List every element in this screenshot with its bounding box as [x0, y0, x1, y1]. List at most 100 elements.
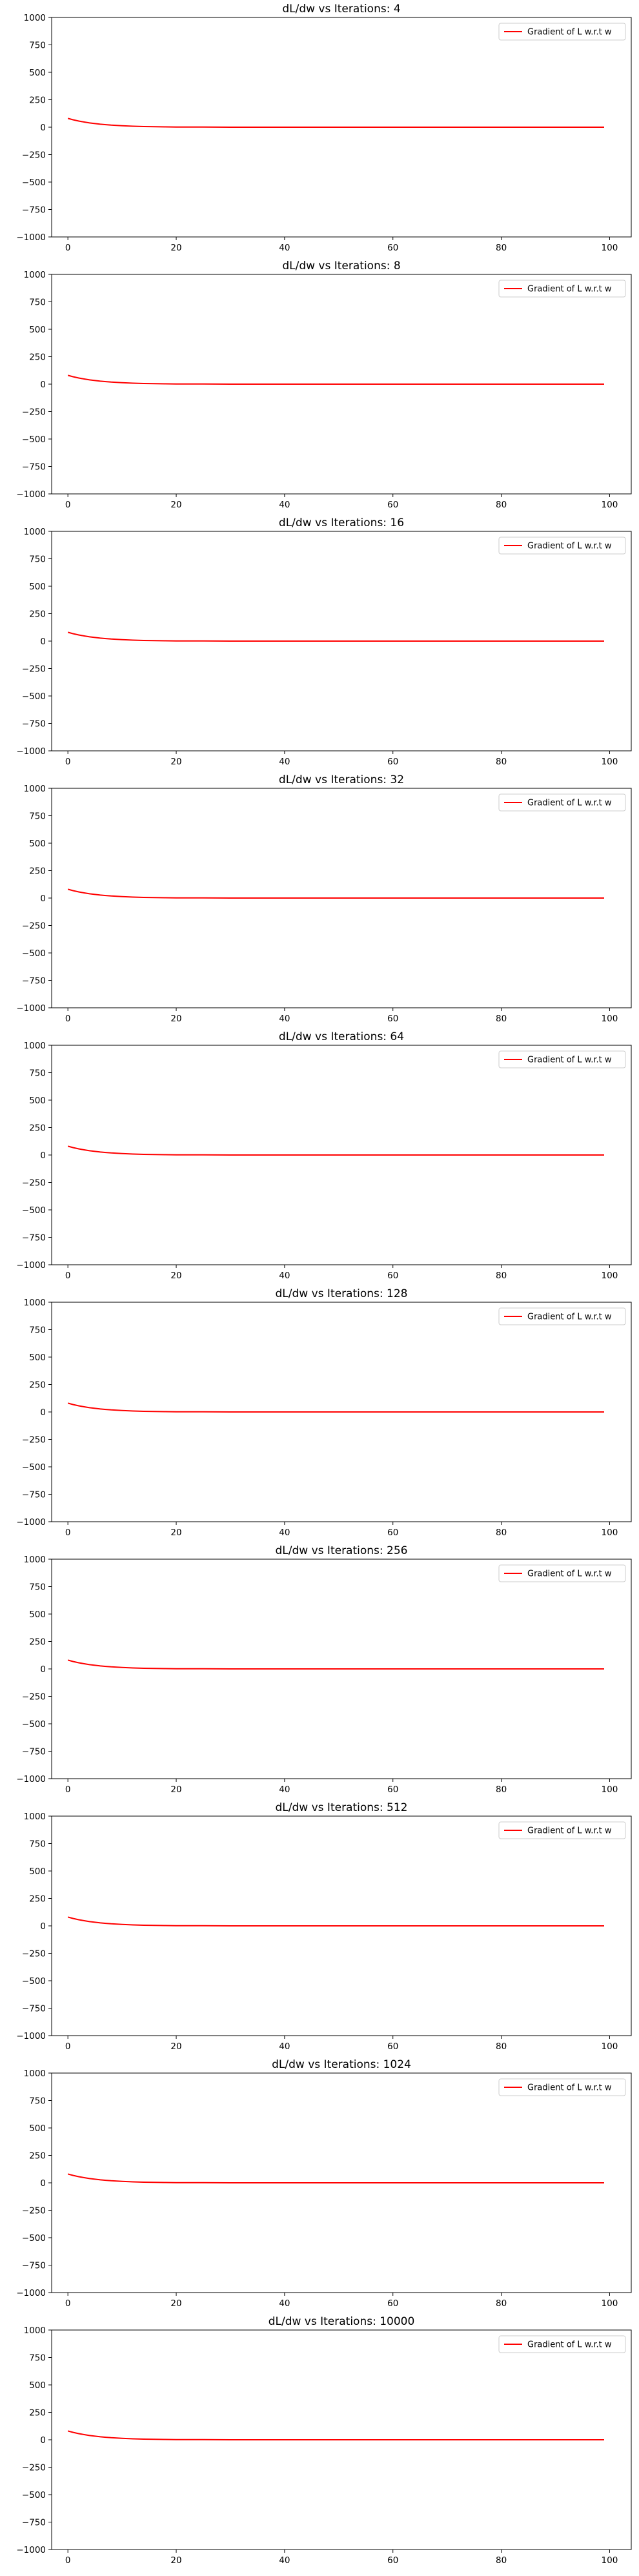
legend-box [498, 280, 626, 298]
axes-frame [51, 1045, 632, 1265]
y-tick-label: −250 [22, 1178, 46, 1189]
legend-box [498, 1821, 626, 1839]
axes-frame [51, 1302, 632, 1522]
legend-label: Gradient of L w.r.t w [527, 1826, 612, 1836]
y-tick-label: 500 [29, 839, 46, 849]
series-line [67, 374, 604, 385]
series-line [67, 118, 604, 128]
y-tick-label: 1000 [24, 2069, 46, 2079]
y-tick-label: −250 [22, 1435, 46, 1446]
x-tick-label: 80 [496, 2041, 507, 2052]
y-tick-label: 750 [29, 1582, 46, 1593]
subplot-title: dL/dw vs Iterations: 32 [279, 773, 404, 786]
y-tick-label: −750 [22, 2261, 46, 2271]
subplot-6: dL/dw vs Iterations: 12810007505002500−2… [16, 1287, 632, 1538]
y-tick-label: 750 [29, 298, 46, 308]
axes-frame [51, 17, 632, 238]
y-tick-label: −250 [22, 2206, 46, 2216]
y-tick-label: −250 [22, 2463, 46, 2473]
x-tick-label: 0 [65, 1784, 71, 1795]
series-line [67, 888, 604, 899]
y-tick-label: 250 [29, 866, 46, 877]
x-tick-label: 100 [602, 2041, 618, 2052]
legend-label: Gradient of L w.r.t w [527, 2083, 612, 2093]
y-tick-label: −500 [22, 2233, 46, 2244]
y-tick-label: 750 [29, 1325, 46, 1336]
y-tick-label: 0 [40, 123, 46, 133]
y-tick-label: −750 [22, 1490, 46, 1500]
x-tick-label: 100 [602, 1528, 618, 1538]
y-tick-label: −1000 [16, 232, 46, 243]
legend-box [498, 537, 626, 555]
y-tick-label: −250 [22, 664, 46, 675]
x-tick-label: 40 [279, 2555, 290, 2566]
x-tick-label: 80 [496, 1014, 507, 1024]
subplot-title: dL/dw vs Iterations: 128 [276, 1287, 408, 1300]
x-tick-label: 60 [387, 1784, 398, 1795]
y-tick-label: 250 [29, 96, 46, 106]
legend-label: Gradient of L w.r.t w [527, 1569, 612, 1579]
y-tick-label: 250 [29, 609, 46, 620]
x-tick-label: 80 [496, 2555, 507, 2566]
y-tick-label: −750 [22, 976, 46, 986]
y-tick-label: 0 [40, 2435, 46, 2446]
y-tick-label: −250 [22, 921, 46, 932]
y-tick-label: 0 [40, 2178, 46, 2189]
subplot-title: dL/dw vs Iterations: 8 [282, 260, 400, 272]
y-tick-label: 500 [29, 325, 46, 335]
y-tick-label: −750 [22, 2518, 46, 2528]
y-tick-label: 500 [29, 68, 46, 78]
y-tick-label: 1000 [24, 1812, 46, 1822]
y-tick-label: 0 [40, 1664, 46, 1675]
x-tick-label: 20 [170, 2555, 181, 2566]
x-tick-label: 0 [65, 2041, 71, 2052]
y-tick-label: −500 [22, 691, 46, 702]
x-tick-label: 20 [170, 500, 181, 510]
series-line [67, 2173, 604, 2183]
x-tick-label: 60 [387, 1528, 398, 1538]
legend-box [498, 1050, 626, 1068]
y-tick-label: 500 [29, 1096, 46, 1106]
series-line [67, 1145, 604, 1156]
legend-label: Gradient of L w.r.t w [527, 1056, 612, 1065]
y-tick-label: 500 [29, 1866, 46, 1877]
subplot-7: dL/dw vs Iterations: 25610007505002500−2… [16, 1544, 632, 1795]
subplot-2: dL/dw vs Iterations: 810007505002500−250… [16, 260, 632, 510]
x-tick-label: 80 [496, 243, 507, 253]
x-tick-label: 40 [279, 1014, 290, 1024]
y-tick-label: 0 [40, 1921, 46, 1932]
legend-label: Gradient of L w.r.t w [527, 799, 612, 808]
y-tick-label: 500 [29, 2123, 46, 2134]
y-tick-label: 500 [29, 1610, 46, 1620]
legend-label: Gradient of L w.r.t w [527, 285, 612, 294]
series-line [67, 1659, 604, 1670]
x-tick-label: 0 [65, 243, 71, 253]
y-tick-label: 750 [29, 2353, 46, 2364]
x-tick-label: 20 [170, 2298, 181, 2309]
y-tick-label: −500 [22, 1719, 46, 1730]
y-tick-label: −750 [22, 2004, 46, 2014]
y-tick-label: 1000 [24, 784, 46, 794]
legend-label: Gradient of L w.r.t w [527, 2340, 612, 2350]
subplot-title: dL/dw vs Iterations: 1024 [272, 2058, 411, 2071]
y-tick-label: −500 [22, 1205, 46, 1216]
y-tick-label: −250 [22, 150, 46, 161]
x-tick-label: 100 [602, 2298, 618, 2309]
legend: Gradient of L w.r.t w [498, 280, 626, 298]
x-tick-label: 20 [170, 757, 181, 767]
y-tick-label: 250 [29, 2408, 46, 2418]
x-tick-label: 0 [65, 1528, 71, 1538]
x-tick-label: 40 [279, 757, 290, 767]
legend-label: Gradient of L w.r.t w [527, 28, 612, 37]
y-tick-label: −750 [22, 1747, 46, 1757]
legend: Gradient of L w.r.t w [498, 1307, 626, 1325]
axes-frame [51, 2329, 632, 2550]
x-tick-label: 60 [387, 1271, 398, 1281]
y-tick-label: −1000 [16, 2545, 46, 2555]
x-tick-label: 60 [387, 2298, 398, 2309]
subplot-title: dL/dw vs Iterations: 512 [276, 1801, 408, 1814]
y-tick-label: −500 [22, 434, 46, 445]
subplot-title: dL/dw vs Iterations: 16 [279, 516, 404, 529]
series-line [67, 2430, 604, 2440]
legend-box [498, 2078, 626, 2096]
